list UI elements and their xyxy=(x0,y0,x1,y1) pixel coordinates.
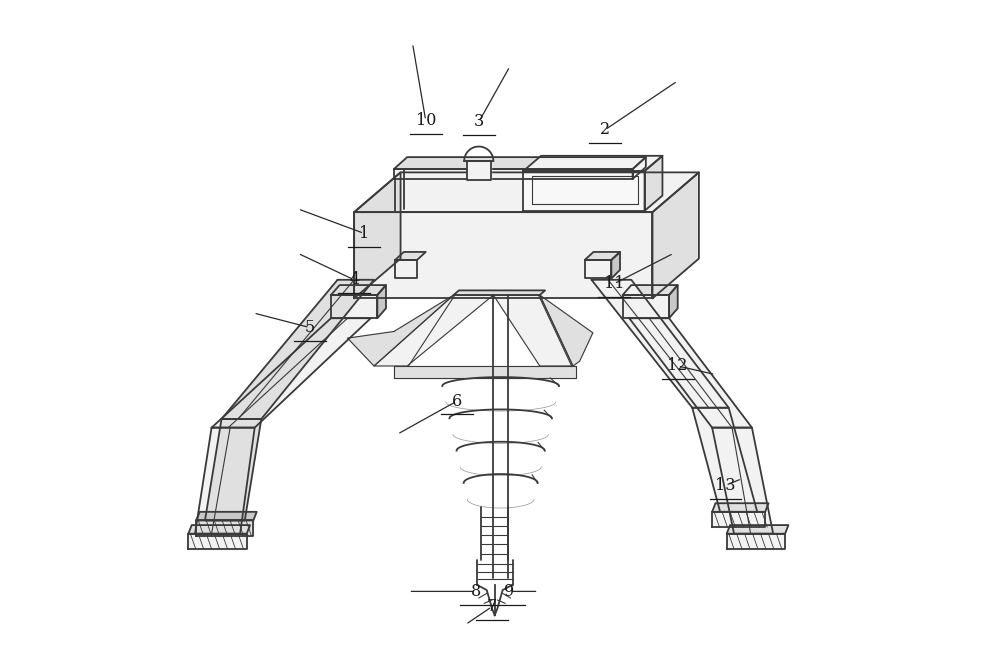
Polygon shape xyxy=(629,318,752,428)
Polygon shape xyxy=(394,169,633,179)
Polygon shape xyxy=(354,172,401,298)
Polygon shape xyxy=(212,318,371,428)
Polygon shape xyxy=(727,525,788,534)
Polygon shape xyxy=(377,285,386,318)
Polygon shape xyxy=(222,280,374,419)
Polygon shape xyxy=(692,408,757,512)
Polygon shape xyxy=(196,512,257,520)
Polygon shape xyxy=(623,285,678,295)
Polygon shape xyxy=(195,428,255,534)
Text: 7: 7 xyxy=(487,598,497,615)
Polygon shape xyxy=(454,290,545,295)
Text: 8: 8 xyxy=(471,583,481,600)
Text: 11: 11 xyxy=(604,275,624,292)
Polygon shape xyxy=(395,252,426,260)
Polygon shape xyxy=(331,295,377,318)
Polygon shape xyxy=(188,534,247,549)
Polygon shape xyxy=(523,156,662,171)
Text: 6: 6 xyxy=(452,392,462,410)
Polygon shape xyxy=(493,295,573,366)
Polygon shape xyxy=(374,295,493,366)
Polygon shape xyxy=(348,295,454,366)
Polygon shape xyxy=(188,525,250,534)
Polygon shape xyxy=(394,157,646,169)
Polygon shape xyxy=(727,534,785,549)
Polygon shape xyxy=(467,161,491,180)
Polygon shape xyxy=(669,285,678,318)
Polygon shape xyxy=(712,512,765,527)
Text: 12: 12 xyxy=(667,357,688,375)
Polygon shape xyxy=(354,212,652,298)
Polygon shape xyxy=(645,156,662,211)
Polygon shape xyxy=(523,171,645,211)
Text: 1: 1 xyxy=(359,225,369,242)
Polygon shape xyxy=(585,252,620,260)
Polygon shape xyxy=(591,280,729,408)
Text: 9: 9 xyxy=(504,583,514,600)
Polygon shape xyxy=(354,172,699,212)
Text: 2: 2 xyxy=(600,121,610,139)
Polygon shape xyxy=(712,503,769,512)
Polygon shape xyxy=(633,157,646,179)
Text: 5: 5 xyxy=(305,319,315,336)
Text: 13: 13 xyxy=(715,477,736,494)
Polygon shape xyxy=(712,428,773,534)
Polygon shape xyxy=(205,419,261,520)
Polygon shape xyxy=(623,295,669,318)
Text: 4: 4 xyxy=(349,271,359,288)
Polygon shape xyxy=(331,285,386,295)
Polygon shape xyxy=(611,252,620,278)
Polygon shape xyxy=(394,366,576,378)
Text: 10: 10 xyxy=(416,112,436,129)
Polygon shape xyxy=(585,260,611,278)
Text: 3: 3 xyxy=(474,113,484,131)
Polygon shape xyxy=(395,260,417,278)
Polygon shape xyxy=(652,172,699,298)
Polygon shape xyxy=(196,520,253,536)
Polygon shape xyxy=(540,295,593,366)
